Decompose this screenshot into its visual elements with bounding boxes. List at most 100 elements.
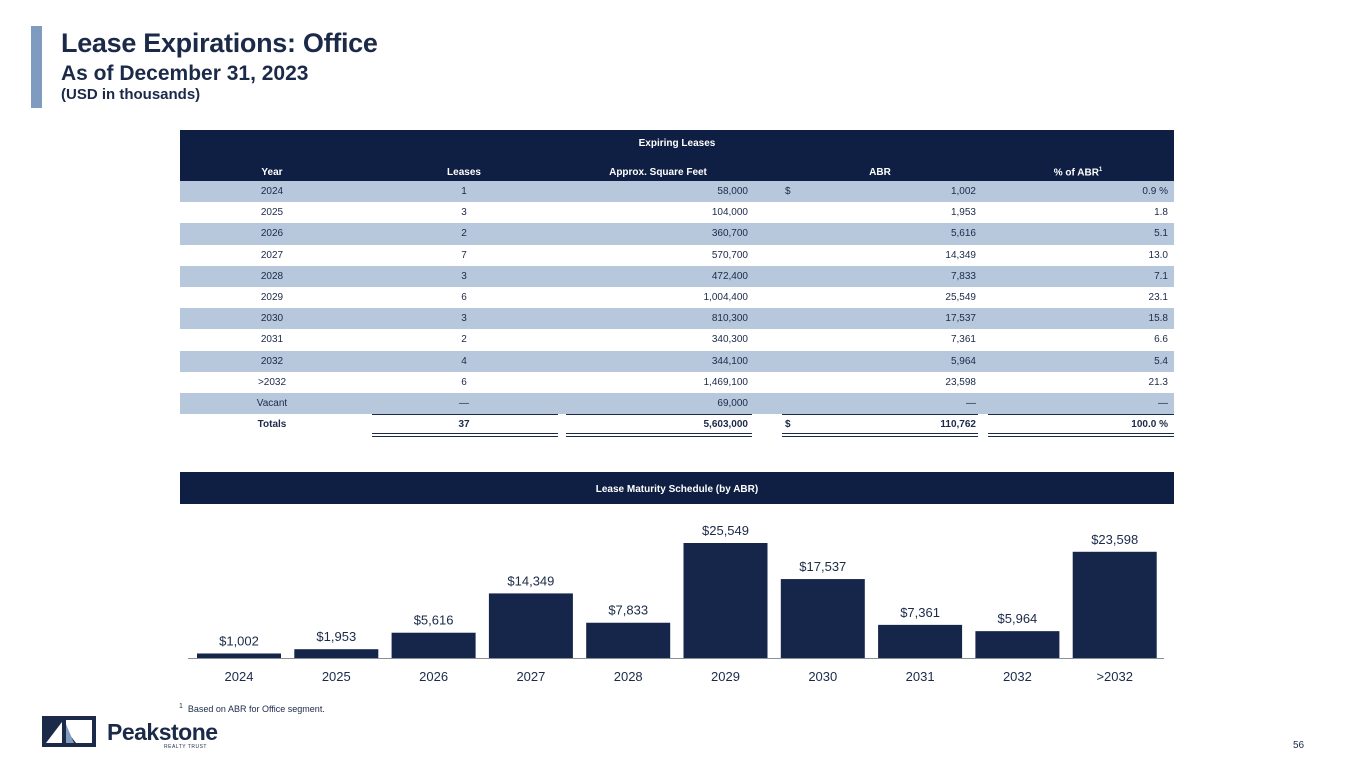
row-abr: 5,964 (950, 355, 976, 367)
row-year: 2026 (260, 228, 284, 240)
row-leases: 6 (461, 376, 467, 388)
chart-tick-label: 2027 (516, 669, 545, 684)
chart-bar (586, 622, 671, 658)
col-sqft: Approx. Square Feet (609, 167, 707, 178)
row-abr: 7,361 (950, 334, 976, 346)
table-row: 2024 1 58,000 $1,002 0.9 % (180, 181, 1174, 203)
chart-tick-label: >2032 (1096, 669, 1133, 684)
chart-title: Lease Maturity Schedule (by ABR) (180, 472, 1174, 504)
chart-tick-label: 2032 (1003, 669, 1032, 684)
totals-double-rule (988, 433, 1174, 438)
row-pct: 15.8 (1148, 313, 1168, 325)
row-leases: 2 (461, 228, 467, 240)
totals-rule (988, 414, 1174, 416)
table-row: 2028 3 472,400 7,833 7.1 (180, 265, 1174, 287)
chart-data-label: $1,953 (316, 629, 356, 644)
row-sqft: 344,100 (711, 355, 748, 367)
row-sqft: 570,700 (711, 249, 748, 261)
row-pct: 5.4 (1154, 355, 1168, 367)
row-pct: 13.0 (1148, 249, 1168, 261)
chart-bar (197, 653, 281, 658)
row-pct: 0.9 % (1142, 186, 1168, 197)
page-subtitle: As of December 31, 2023 (61, 62, 309, 85)
row-year: 2025 (260, 207, 284, 219)
table-header: Expiring Leases Year Leases Approx. Squa… (180, 130, 1174, 181)
row-abr: 1,002 (950, 186, 976, 197)
row-abr: — (966, 397, 976, 409)
row-year: 2031 (260, 334, 284, 346)
row-sqft: 472,400 (711, 270, 748, 282)
row-abr: 5,616 (950, 228, 976, 240)
chart-bar (683, 543, 768, 658)
chart-tick-label: 2031 (906, 669, 935, 684)
table-row: 2025 3 104,000 1,953 1.8 (180, 202, 1174, 223)
totals-double-rule (566, 433, 752, 438)
chart-bar (294, 649, 379, 658)
lease-expirations-table: Expiring Leases Year Leases Approx. Squa… (180, 130, 1174, 438)
totals-sqft: 5,603,000 (703, 419, 749, 431)
chart-data-label: $17,537 (799, 559, 846, 574)
row-year: 2027 (260, 249, 284, 261)
table-row: 2030 3 810,300 17,537 15.8 (180, 308, 1174, 330)
chart-bar (1072, 551, 1157, 658)
table-row: Vacant — 69,000 — — (180, 392, 1174, 415)
chart-tick-label: 2029 (711, 669, 740, 684)
row-sqft: 1,469,100 (703, 376, 749, 388)
row-sqft: 58,000 (717, 186, 748, 197)
row-year: 2032 (260, 355, 284, 367)
row-pct: 5.1 (1154, 228, 1168, 240)
peakstone-logo-icon (42, 716, 96, 747)
table-row: 2026 2 360,700 5,616 5.1 (180, 223, 1174, 245)
chart-data-label: $14,349 (507, 573, 554, 588)
row-leases: — (459, 397, 469, 409)
row-leases: 3 (461, 207, 467, 219)
chart-data-label: $1,002 (219, 633, 259, 648)
totals-pct: 100.0 % (1131, 419, 1168, 431)
chart-data-label: $5,964 (998, 611, 1038, 626)
col-pct-abr-label: % of ABR (1053, 167, 1099, 179)
row-leases: 3 (461, 270, 467, 282)
col-leases: Leases (447, 167, 481, 178)
row-year: >2032 (257, 376, 287, 388)
row-abr: 25,549 (945, 291, 976, 303)
totals-label: Totals (257, 419, 287, 431)
chart-tick-label: 2024 (225, 669, 254, 684)
chart-bar (975, 631, 1060, 658)
chart-data-label: $23,598 (1091, 532, 1138, 547)
row-pct: 21.3 (1148, 376, 1168, 388)
row-sqft: 340,300 (711, 334, 748, 346)
totals-rule (566, 414, 752, 416)
chart-data-label: $5,616 (414, 613, 454, 628)
chart-tick-label: 2025 (322, 669, 351, 684)
row-pct: 6.6 (1154, 334, 1168, 346)
chart-bar (488, 593, 573, 658)
footnote-marker: 1 (179, 703, 183, 710)
table-row: 2027 7 570,700 14,349 13.0 (180, 245, 1174, 266)
row-year: Vacant (256, 397, 288, 409)
row-abr: 7,833 (950, 270, 976, 282)
col-pct-abr: % of ABR1 (988, 167, 1168, 178)
page-number: 56 (1293, 740, 1305, 751)
totals-leases: 37 (458, 419, 470, 431)
page-title: Lease Expirations: Office (61, 28, 378, 58)
table-row: 2032 4 344,100 5,964 5.4 (180, 350, 1174, 372)
row-abr: 17,537 (945, 313, 976, 325)
col-pct-abr-footnote: 1 (1098, 167, 1103, 173)
table-row: 2031 2 340,300 7,361 6.6 (180, 329, 1174, 350)
chart-bar (780, 579, 865, 658)
table-group-label: Expiring Leases (638, 138, 716, 149)
chart-data-label: $7,833 (608, 603, 648, 618)
row-abr: 14,349 (945, 249, 976, 261)
table-body: 2024 1 58,000 $1,002 0.9 % 2025 3 104,000 1,953 1… (180, 181, 1174, 415)
totals-double-rule (782, 433, 978, 438)
footnote-text: Based on ABR for Office segment. (187, 704, 325, 714)
row-leases: 4 (461, 355, 467, 367)
row-abr: 23,598 (945, 376, 976, 388)
chart-bar (391, 632, 476, 658)
row-leases: 7 (461, 249, 467, 261)
row-sqft: 810,300 (711, 313, 748, 325)
table-row: 2029 6 1,004,400 25,549 23.1 (180, 287, 1174, 308)
row-year: 2030 (260, 313, 284, 325)
row-leases: 1 (461, 186, 467, 197)
row-year: 2029 (260, 291, 284, 303)
